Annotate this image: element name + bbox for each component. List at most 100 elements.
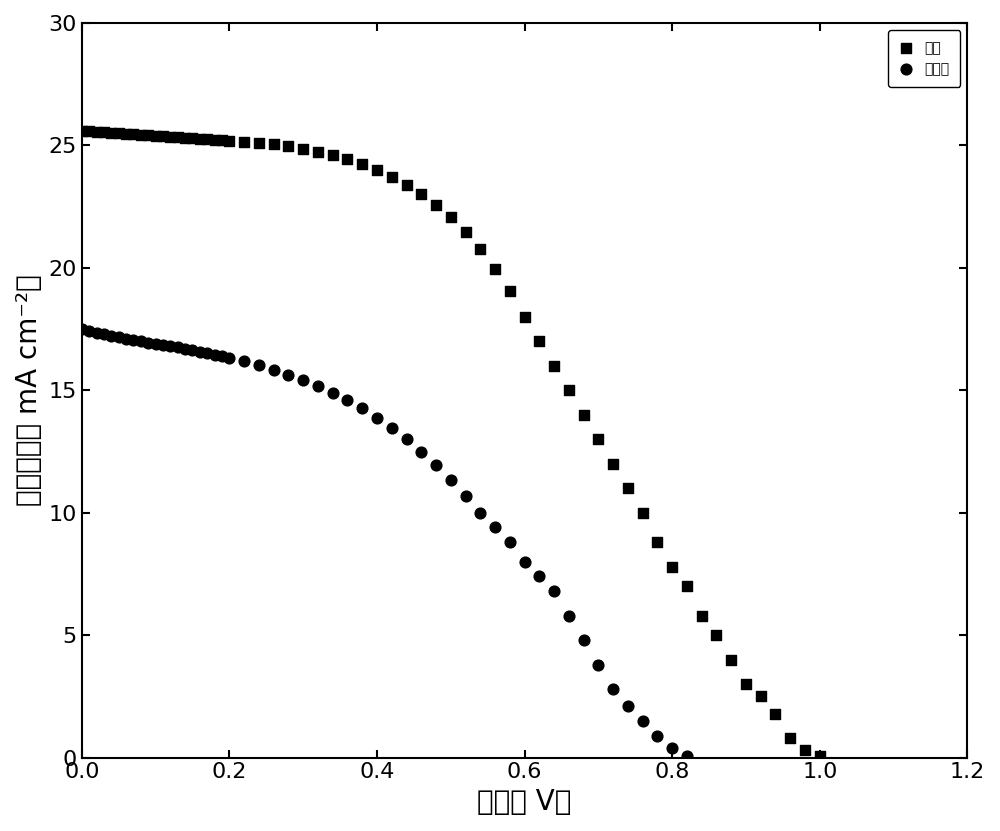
未处理 [590, 658, 606, 671]
处理 [177, 131, 193, 145]
未处理 [207, 348, 223, 361]
处理 [694, 609, 710, 622]
处理 [155, 130, 171, 143]
未处理 [354, 401, 370, 415]
处理 [664, 560, 680, 573]
处理 [708, 628, 724, 642]
未处理 [664, 741, 680, 755]
未处理 [266, 363, 282, 376]
处理 [280, 140, 296, 153]
未处理 [214, 349, 230, 362]
处理 [103, 126, 119, 140]
未处理 [399, 433, 415, 446]
处理 [325, 149, 341, 162]
X-axis label: 电压（ V）: 电压（ V） [477, 788, 572, 816]
未处理 [458, 489, 474, 502]
处理 [81, 125, 97, 138]
未处理 [103, 329, 119, 342]
处理 [74, 124, 90, 137]
未处理 [325, 386, 341, 400]
处理 [502, 284, 518, 297]
处理 [199, 132, 215, 145]
未处理 [384, 421, 400, 435]
未处理 [118, 332, 134, 346]
处理 [310, 145, 326, 159]
未处理 [369, 411, 385, 425]
处理 [140, 129, 156, 142]
处理 [590, 433, 606, 446]
处理 [251, 136, 267, 150]
未处理 [96, 327, 112, 341]
处理 [295, 142, 311, 155]
未处理 [339, 393, 355, 406]
处理 [89, 125, 105, 139]
处理 [797, 744, 813, 757]
处理 [738, 677, 754, 691]
处理 [214, 134, 230, 147]
未处理 [192, 345, 208, 358]
处理 [753, 690, 769, 703]
未处理 [148, 337, 164, 351]
处理 [487, 263, 503, 276]
Legend: 处理, 未处理: 处理, 未处理 [888, 30, 960, 87]
处理 [443, 211, 459, 224]
未处理 [443, 473, 459, 486]
处理 [111, 126, 127, 140]
处理 [369, 163, 385, 176]
处理 [221, 134, 237, 147]
处理 [162, 130, 178, 143]
处理 [428, 198, 444, 211]
处理 [125, 127, 141, 140]
处理 [354, 157, 370, 170]
处理 [723, 653, 739, 666]
未处理 [111, 331, 127, 344]
未处理 [184, 343, 200, 356]
未处理 [177, 342, 193, 356]
未处理 [413, 445, 429, 458]
处理 [531, 335, 547, 348]
未处理 [561, 609, 577, 622]
未处理 [576, 633, 592, 647]
处理 [192, 132, 208, 145]
未处理 [502, 535, 518, 548]
未处理 [140, 336, 156, 349]
处理 [133, 128, 149, 141]
未处理 [620, 700, 636, 713]
处理 [679, 579, 695, 593]
未处理 [280, 368, 296, 381]
未处理 [649, 729, 665, 742]
处理 [472, 243, 488, 256]
处理 [148, 129, 164, 142]
未处理 [487, 521, 503, 534]
处理 [605, 457, 621, 470]
未处理 [81, 324, 97, 337]
未处理 [125, 333, 141, 347]
未处理 [472, 506, 488, 519]
处理 [96, 125, 112, 139]
处理 [620, 482, 636, 495]
处理 [546, 359, 562, 372]
处理 [561, 384, 577, 397]
处理 [517, 310, 533, 323]
处理 [184, 131, 200, 145]
未处理 [133, 335, 149, 348]
未处理 [546, 584, 562, 597]
未处理 [310, 379, 326, 392]
处理 [118, 127, 134, 140]
未处理 [236, 355, 252, 368]
处理 [767, 707, 783, 720]
未处理 [635, 714, 651, 727]
未处理 [221, 351, 237, 364]
处理 [576, 408, 592, 421]
未处理 [89, 326, 105, 339]
处理 [458, 225, 474, 238]
处理 [266, 138, 282, 151]
未处理 [295, 373, 311, 386]
未处理 [162, 340, 178, 353]
未处理 [155, 338, 171, 352]
处理 [399, 178, 415, 191]
未处理 [428, 459, 444, 472]
Y-axis label: 电流密度（ mA cm⁻²）: 电流密度（ mA cm⁻²） [15, 274, 43, 506]
处理 [207, 133, 223, 146]
未处理 [170, 341, 186, 354]
